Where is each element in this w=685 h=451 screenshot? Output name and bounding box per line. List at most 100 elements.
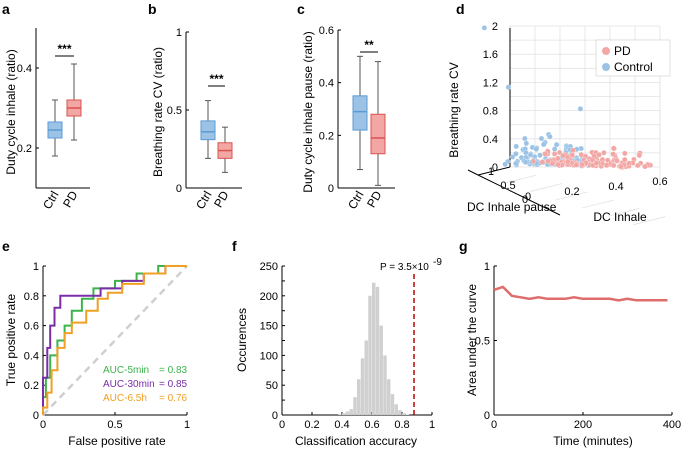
x-tick-label: 0: [40, 419, 46, 431]
grid-line: [555, 191, 588, 201]
significance-label: ***: [57, 42, 71, 56]
roc-series-auc-5min: [42, 265, 187, 415]
scatter-point-pd: [622, 156, 628, 163]
hist-bar: [353, 397, 357, 415]
hist-bar: [398, 410, 402, 415]
panel-c-ylabel: Duty cycle inhale pause (ratio): [301, 31, 315, 192]
panel-b-ylabel: Breathing rate CV (ratio): [151, 47, 165, 177]
y-tick-label: 50: [266, 380, 278, 392]
panel-f-xlabel: Classification accuracy: [295, 434, 417, 448]
grid-line: [503, 174, 537, 184]
z-tick-label: 0.4: [483, 134, 498, 146]
hist-bar: [387, 379, 391, 415]
y-tick-label: 0.6: [319, 25, 334, 37]
scatter-point-pd: [610, 145, 617, 152]
scatter-point-pd: [570, 147, 576, 153]
x-tick-label-ctrl: Ctrl: [345, 189, 366, 212]
x-tick-label: 0.4: [608, 181, 623, 193]
x-tick-label: 0: [525, 191, 531, 203]
scatter-point-control: [502, 161, 508, 167]
y-tick-label: 1: [484, 261, 490, 273]
y-axis: [477, 166, 511, 176]
panel-d-zlabel: Breathing rate CV: [447, 62, 461, 157]
scatter-point-control: [513, 151, 519, 157]
panel-g: 0 0.5 1 0 200 400: [475, 261, 681, 431]
roc-legend-label: AUC-30min: [103, 379, 155, 390]
hist-bar: [375, 286, 380, 415]
scatter-point-pd: [539, 159, 546, 165]
y-tick-label: 0.8: [24, 291, 39, 303]
legend-label-control: Control: [614, 60, 653, 74]
grid-line: [607, 208, 640, 217]
y-tick-label: 0: [33, 410, 39, 422]
panel-label-e: e: [2, 238, 10, 254]
y-tick-label: 0: [522, 194, 528, 206]
roc-series-auc-6.5h: [42, 265, 187, 415]
x-tick-label: 0.2: [564, 186, 579, 198]
y-tick-label: 0.5: [500, 180, 515, 192]
scatter-point-pd: [610, 151, 616, 157]
panel-label-b: b: [148, 1, 157, 17]
z-tick-label: 0: [492, 162, 498, 174]
panel-label-d: d: [456, 1, 465, 17]
y-tick-label: 0.4: [319, 78, 334, 90]
panel-g-ylabel: Area under the curve: [465, 284, 479, 396]
panel-d-xlabel: DC Inhale: [593, 210, 647, 224]
y-tick-label: 200: [260, 291, 278, 303]
y-tick-label: 0: [328, 183, 334, 195]
scatter-point-control: [527, 152, 534, 158]
panel-e-xlabel: False positive rate: [68, 434, 166, 448]
scatter-point-pd: [635, 162, 641, 169]
y-tick-label: 1: [488, 166, 494, 178]
box-ctrl: [352, 95, 368, 131]
scatter-point-pd: [642, 163, 648, 170]
scatter-point-pd: [622, 150, 628, 157]
y-tick-label: 1: [176, 27, 182, 39]
scatter-point-pd: [573, 162, 580, 168]
y-tick-label: 0.5: [167, 105, 182, 117]
scatter-point-pd: [551, 151, 558, 157]
y-tick-label: 0.5: [475, 336, 490, 348]
hist-bar: [342, 413, 346, 415]
x-tick-label: 400: [663, 419, 681, 431]
panel-e-ylabel: True positive rate: [4, 294, 18, 387]
scatter-point-pd: [614, 158, 620, 164]
z-tick-label: 2: [492, 21, 498, 33]
x-tick-label-ctrl: Ctrl: [193, 189, 214, 212]
x-tick-label-pd: PD: [211, 188, 232, 210]
panel-f: 0 50 100 150 200 250 0 0.2 0.4 0.6 0.8 1 P = 3.5×10-…: [260, 257, 443, 431]
significance-label: ***: [209, 72, 223, 86]
x-tick-label: 0: [491, 419, 497, 431]
auc-over-time-line: [493, 285, 668, 302]
scatter-point-control: [522, 135, 528, 142]
scatter-point-pd: [555, 161, 561, 168]
hist-bar: [383, 355, 387, 415]
scatter-point-pd: [545, 158, 551, 164]
x-tick-label: 1: [184, 419, 190, 431]
roc-legend-label: AUC-6.5h: [103, 393, 147, 404]
x-tick-label: 0.8: [394, 419, 409, 431]
scatter-point-control: [481, 25, 488, 31]
hist-bar: [394, 404, 398, 415]
panel-f-ylabel: Occurences: [235, 308, 249, 372]
y-tick-label: 0.2: [319, 130, 334, 142]
roc-legend-auc: = 0.83: [159, 365, 188, 376]
scatter-point-pd: [636, 152, 643, 159]
hist-bar: [360, 358, 365, 415]
x-tick-label: 0: [279, 419, 285, 431]
scatter-point-control: [533, 146, 540, 152]
panel-e: 0 0.2 0.4 0.6 0.8 1 0 0.5 1 AUC-5min = 0.83 AUC-30m…: [24, 261, 190, 431]
hist-bar: [368, 295, 372, 415]
panel-label-g: g: [459, 238, 468, 254]
grid-line: [633, 216, 666, 226]
scatter-point-pd: [618, 163, 624, 170]
significance-label: **: [364, 38, 374, 52]
panel-label-a: a: [2, 1, 10, 17]
z-tick-label: 1.2: [483, 77, 498, 89]
legend-marker-pd: [602, 47, 610, 55]
y-tick-label: 150: [260, 321, 278, 333]
panel-label-f: f: [232, 238, 237, 254]
y-tick-label: 0.4: [24, 350, 39, 362]
x-axis: [477, 174, 561, 216]
